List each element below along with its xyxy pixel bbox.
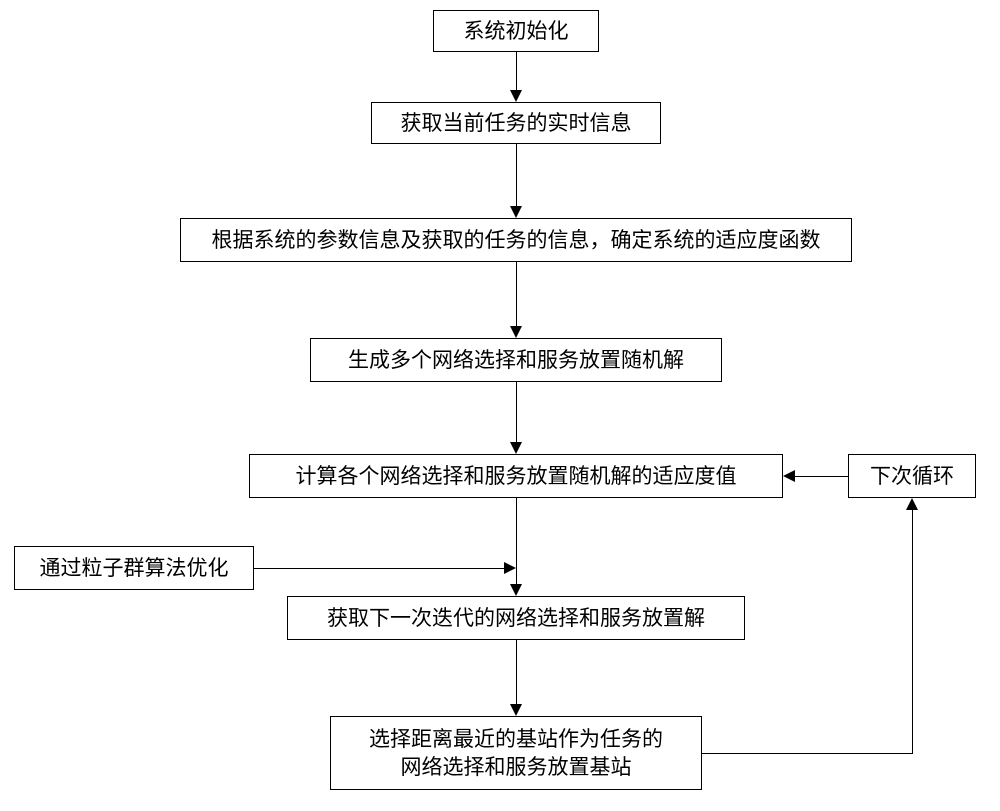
arrow-head-right-icon: [504, 562, 516, 574]
arrow-line: [516, 262, 517, 328]
node-generate-random: 生成多个网络选择和服务放置随机解: [310, 338, 722, 382]
node-label: 计算各个网络选择和服务放置随机解的适应度值: [296, 462, 737, 490]
arrow-line: [795, 476, 848, 477]
arrow-head-down-icon: [510, 90, 522, 102]
node-label: 获取当前任务的实时信息: [401, 109, 632, 137]
node-label: 下次循环: [870, 462, 954, 490]
node-next-loop: 下次循环: [848, 454, 976, 498]
arrow-line: [516, 640, 517, 706]
node-compute-fitness: 计算各个网络选择和服务放置随机解的适应度值: [249, 454, 783, 498]
arrow-line: [516, 382, 517, 444]
arrow-head-left-icon: [783, 470, 795, 482]
node-label: 生成多个网络选择和服务放置随机解: [348, 346, 684, 374]
arrow-head-down-icon: [510, 206, 522, 218]
arrow-line: [516, 498, 517, 586]
arrow-head-down-icon: [510, 704, 522, 716]
arrow-line: [702, 753, 913, 754]
node-init: 系统初始化: [433, 10, 599, 52]
node-pso-optimize: 通过粒子群算法优化: [14, 546, 254, 590]
node-label: 通过粒子群算法优化: [40, 554, 229, 582]
node-select-nearest: 选择距离最近的基站作为任务的 网络选择和服务放置基站: [330, 716, 702, 790]
node-get-task-info: 获取当前任务的实时信息: [371, 102, 661, 144]
arrow-head-down-icon: [510, 442, 522, 454]
arrow-line: [516, 144, 517, 208]
node-fitness-function: 根据系统的参数信息及获取的任务的信息，确定系统的适应度函数: [180, 218, 852, 262]
node-label: 根据系统的参数信息及获取的任务的信息，确定系统的适应度函数: [212, 226, 821, 254]
node-label: 获取下一次迭代的网络选择和服务放置解: [327, 604, 705, 632]
arrow-line: [254, 568, 506, 569]
node-label: 选择距离最近的基站作为任务的 网络选择和服务放置基站: [369, 725, 663, 782]
arrow-head-up-icon: [906, 498, 918, 510]
node-next-iteration: 获取下一次迭代的网络选择和服务放置解: [287, 596, 745, 640]
arrow-head-down-icon: [510, 584, 522, 596]
node-label: 系统初始化: [464, 17, 569, 45]
arrow-head-down-icon: [510, 326, 522, 338]
arrow-line: [912, 510, 913, 754]
arrow-line: [516, 52, 517, 92]
